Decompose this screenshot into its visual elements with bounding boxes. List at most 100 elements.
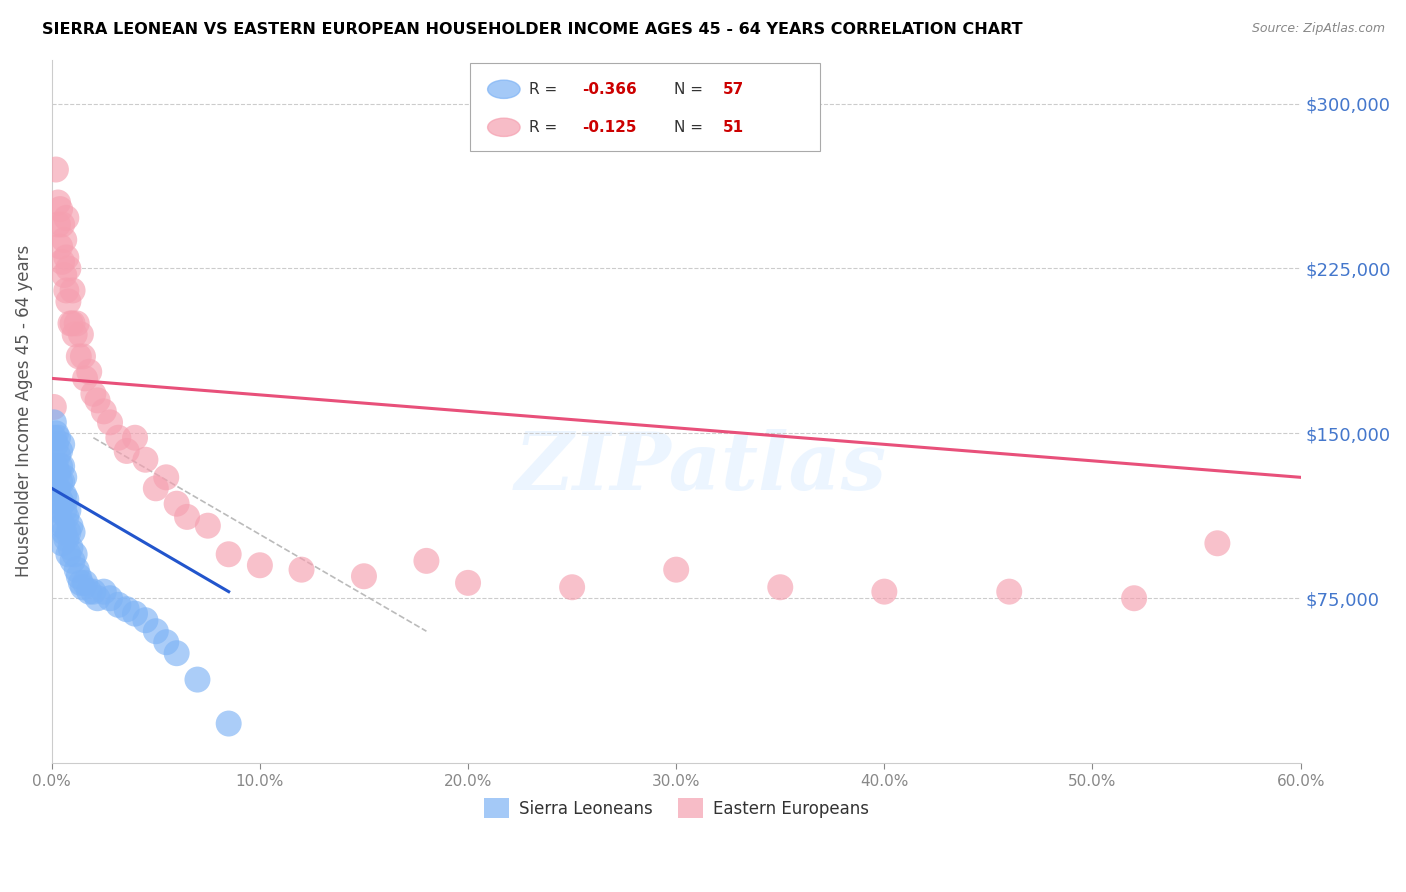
Point (115, 444, 138, 458)
Point (51, 255, 73, 269)
Point (66, 563, 89, 577)
Point (46, 448, 69, 462)
Point (145, 624, 167, 639)
Point (176, 509, 198, 524)
Point (42, 431, 65, 445)
Point (98, 591, 121, 606)
Point (561, 580, 583, 594)
Point (49, 459, 72, 474)
Point (67, 350, 90, 364)
Point (873, 584, 896, 599)
Point (77, 584, 100, 599)
Point (53, 268, 76, 282)
Point (77, 365, 100, 379)
Point (67, 569, 90, 583)
Point (155, 635, 177, 649)
Point (249, 558, 271, 573)
Point (134, 613, 156, 627)
Text: Source: ZipAtlas.com: Source: ZipAtlas.com (1251, 22, 1385, 36)
Point (353, 569, 375, 583)
Text: 57: 57 (723, 82, 744, 97)
Point (45, 437, 67, 451)
Legend: Sierra Leoneans, Eastern Europeans: Sierra Leoneans, Eastern Europeans (477, 791, 876, 825)
Point (46, 431, 69, 445)
Point (134, 452, 156, 467)
Point (218, 716, 240, 731)
Point (49, 444, 72, 458)
Point (769, 580, 792, 594)
Point (51, 518, 73, 533)
Point (155, 470, 177, 484)
Point (82, 386, 104, 401)
Point (49, 202, 72, 216)
Point (46, 195, 69, 210)
Point (86, 393, 108, 408)
Text: R =: R = (529, 120, 562, 135)
Point (115, 602, 138, 616)
Point (63, 327, 86, 342)
Point (42, 415, 65, 429)
Text: -0.366: -0.366 (582, 82, 637, 97)
Point (45, 426, 67, 441)
Point (59, 541, 82, 555)
Point (290, 563, 312, 577)
Point (197, 518, 219, 533)
Point (86, 591, 108, 606)
Point (73, 575, 96, 590)
Point (51, 475, 73, 489)
Point (58, 294, 80, 309)
Circle shape (488, 80, 520, 98)
Point (62, 317, 84, 331)
Point (53, 488, 76, 502)
Point (166, 646, 188, 660)
Point (98, 415, 121, 429)
Point (55, 509, 77, 524)
Text: N =: N = (673, 82, 707, 97)
Point (665, 563, 688, 577)
Point (58, 525, 80, 540)
Point (51, 218, 73, 232)
Point (73, 371, 96, 385)
Point (55, 284, 77, 298)
Point (63, 547, 86, 561)
Y-axis label: Householder Income Ages 45 - 64 years: Householder Income Ages 45 - 64 years (15, 245, 32, 577)
Text: 51: 51 (723, 120, 744, 135)
Point (49, 514, 72, 528)
Point (46, 218, 69, 232)
Point (457, 575, 479, 590)
Point (58, 503, 80, 517)
Point (42, 459, 65, 474)
Point (62, 525, 84, 540)
Point (45, 459, 67, 474)
Text: R =: R = (529, 82, 562, 97)
Point (93, 404, 115, 418)
Point (62, 284, 84, 298)
Point (998, 584, 1021, 599)
Point (72, 580, 94, 594)
Point (46, 466, 69, 480)
Point (58, 547, 80, 561)
Point (124, 431, 146, 445)
Point (45, 162, 67, 177)
Point (58, 261, 80, 276)
Point (53, 233, 76, 247)
Point (145, 481, 167, 495)
Point (51, 497, 73, 511)
Point (166, 497, 188, 511)
Point (51, 459, 73, 474)
Point (46, 503, 69, 517)
Point (53, 470, 76, 484)
Point (46, 481, 69, 495)
Point (1206, 536, 1229, 550)
Point (45, 481, 67, 495)
Point (49, 492, 72, 507)
Point (93, 584, 115, 599)
Point (82, 584, 104, 599)
Point (55, 532, 77, 546)
Point (186, 673, 208, 687)
Text: N =: N = (673, 120, 707, 135)
Point (70, 575, 93, 590)
FancyBboxPatch shape (470, 63, 820, 151)
Point (72, 350, 94, 364)
Point (55, 492, 77, 507)
